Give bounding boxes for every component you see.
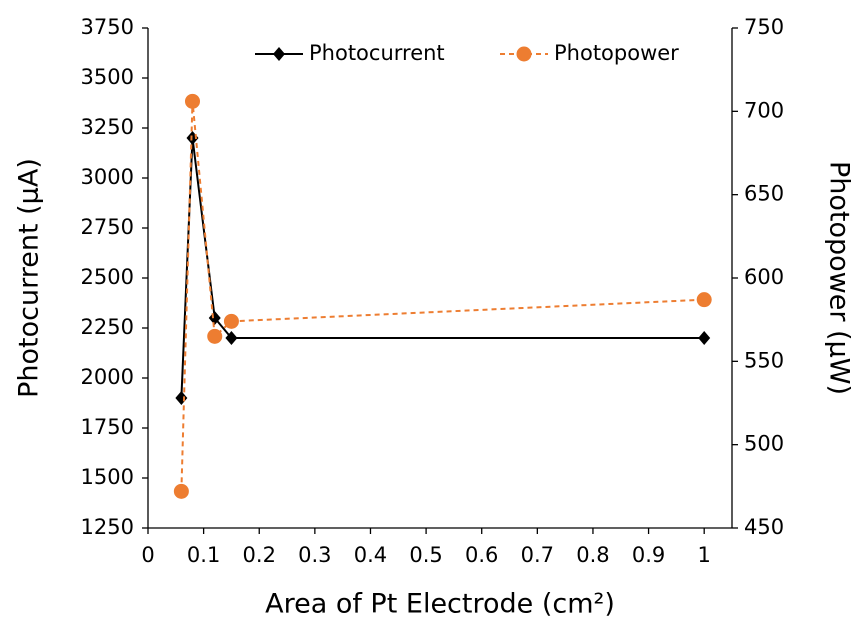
- x-axis-title: Area of Pt Electrode (cm²): [265, 589, 615, 620]
- y2-axis-title: Photopower (µW): [824, 161, 855, 395]
- series-line: [180, 137, 705, 399]
- data-point: [184, 93, 200, 109]
- x-tick-label: 0.8: [576, 543, 609, 567]
- y2-tick-label: 650: [744, 182, 784, 206]
- y2-tick-label: 700: [744, 98, 784, 122]
- y-tick-label: 2000: [81, 365, 134, 389]
- y-tick-label: 1500: [81, 465, 134, 489]
- y2-tick-label: 600: [744, 265, 784, 289]
- x-tick-label: 0.2: [243, 543, 276, 567]
- data-point: [223, 313, 239, 329]
- x-tick-label: 0.7: [521, 543, 554, 567]
- x-tick-label: 0.4: [354, 543, 387, 567]
- data-point: [225, 331, 238, 345]
- x-tick-label: 0.5: [409, 543, 442, 567]
- y-tick-label: 2750: [81, 215, 134, 239]
- y-tick-label: 3000: [81, 165, 134, 189]
- data-point: [696, 292, 712, 308]
- x-tick-label: 0.3: [298, 543, 331, 567]
- y-tick-label: 3250: [81, 115, 134, 139]
- legend-label: Photocurrent: [309, 41, 445, 65]
- y-tick-label: 3500: [81, 65, 134, 89]
- y2-tick-label: 500: [744, 432, 784, 456]
- x-tick-label: 0: [141, 543, 154, 567]
- y-tick-label: 3750: [81, 15, 134, 39]
- x-tick-label: 0.6: [465, 543, 498, 567]
- y-tick-label: 1250: [81, 515, 134, 539]
- y-tick-label: 1750: [81, 415, 134, 439]
- x-tick-label: 1: [698, 543, 711, 567]
- legend-label: Photopower: [554, 41, 679, 65]
- y-tick-label: 2250: [81, 315, 134, 339]
- y2-tick-label: 750: [744, 15, 784, 39]
- x-tick-label: 0.1: [187, 543, 220, 567]
- data-point: [173, 483, 189, 499]
- y-tick-label: 2500: [81, 265, 134, 289]
- series-line: [180, 101, 705, 492]
- data-point: [207, 328, 223, 344]
- legend-marker: [516, 46, 532, 62]
- data-point: [175, 391, 188, 405]
- y2-tick-label: 550: [744, 348, 784, 372]
- legend-marker: [273, 47, 285, 61]
- data-point: [698, 331, 711, 345]
- y-axis-title: Photocurrent (µA): [14, 158, 45, 398]
- x-tick-label: 0.9: [632, 543, 665, 567]
- y2-tick-label: 450: [744, 515, 784, 539]
